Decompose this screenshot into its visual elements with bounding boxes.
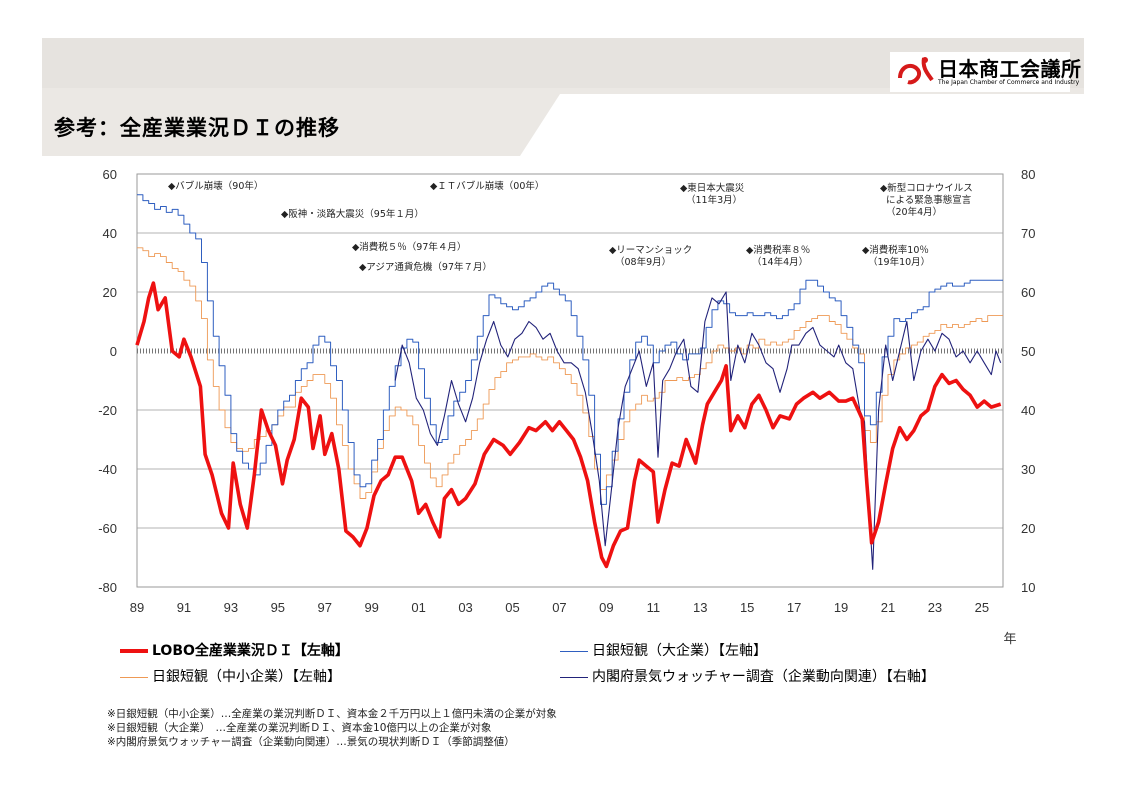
y-right-tick-label: 40 <box>1021 403 1035 418</box>
y-left-tick-label: -80 <box>98 580 117 595</box>
y-right-tick-label: 10 <box>1021 580 1035 595</box>
logo-subtitle: The Japan Chamber of Commerce and Indust… <box>938 79 1080 86</box>
event-annotation: ◆アジア通貨危機（97年７月） <box>359 261 492 273</box>
event-annotation: ◆リーマンショック（08年9月） <box>609 245 692 268</box>
x-tick-label: 19 <box>834 600 848 615</box>
event-annotation: ◆消費税率８％（14年4月） <box>746 244 810 268</box>
x-tick-label: 99 <box>364 600 378 615</box>
footnotes: ※日銀短観（中小企業）…全産業の業況判断ＤＩ、資本金２千万円以上１億円未満の企業… <box>107 707 557 749</box>
y-right-tick-label: 80 <box>1021 167 1035 182</box>
x-tick-label: 09 <box>599 600 613 615</box>
event-annotation: ◆消費税５％（97年４月） <box>352 241 466 253</box>
y-left-tick-label: -20 <box>98 403 117 418</box>
y-left-tick-label: 20 <box>103 285 117 300</box>
x-tick-label: 15 <box>740 600 754 615</box>
y-left-tick-label: 40 <box>103 226 117 241</box>
event-annotation: ◆消費税率10％（19年10月） <box>862 244 930 268</box>
logo: 日本商工会議所 The Japan Chamber of Commerce an… <box>890 52 1081 92</box>
header-band: 参考：全産業業況ＤＩの推移 日本商工会議所 The Japan Chamber … <box>42 38 1084 156</box>
event-annotation: ◆新型コロナウイルスによる緊急事態宣言（20年4月） <box>880 182 973 218</box>
logo-name: 日本商工会議所 <box>938 57 1082 81</box>
x-tick-label: 97 <box>318 600 332 615</box>
event-annotation: ◆ＩＴバブル崩壊（00年） <box>430 180 544 192</box>
x-tick-label: 01 <box>411 600 425 615</box>
x-tick-label: 25 <box>975 600 989 615</box>
x-tick-label: 91 <box>177 600 191 615</box>
series-line-tankan-large <box>137 194 1003 505</box>
y-right-tick-label: 30 <box>1021 462 1035 477</box>
y-right-tick-label: 50 <box>1021 344 1035 359</box>
y-right-tick-label: 60 <box>1021 285 1035 300</box>
y-right-tick-label: 70 <box>1021 226 1035 241</box>
y-left-tick-label: 0 <box>110 344 117 359</box>
page-title: 参考：全産業業況ＤＩの推移 <box>54 116 340 140</box>
x-tick-label: 23 <box>928 600 942 615</box>
x-tick-label: 05 <box>505 600 519 615</box>
y-left-tick-label: -60 <box>98 521 117 536</box>
event-annotation: ◆バブル崩壊（90年） <box>168 180 263 192</box>
jcci-logo-icon <box>898 57 934 85</box>
series-line-lobo <box>135 281 1002 569</box>
event-annotation: ◆阪神・淡路大震災（95年１月） <box>281 208 424 220</box>
footnote: ※日銀短観（中小企業）…全産業の業況判断ＤＩ、資本金２千万円以上１億円未満の企業… <box>107 708 557 720</box>
footnote: ※内閣府景気ウォッチャー調査（企業動向関連）…景気の現状判断ＤＩ（季節調整値） <box>107 736 515 748</box>
footnote: ※日銀短観（大企業） …全産業の業況判断ＤＩ、資本金10億円以上の企業が対象 <box>107 722 492 734</box>
x-tick-label: 93 <box>224 600 238 615</box>
x-tick-label: 21 <box>881 600 895 615</box>
y-right-tick-label: 20 <box>1021 521 1035 536</box>
x-tick-label: 11 <box>647 600 661 615</box>
x-tick-label: 89 <box>130 600 144 615</box>
y-left-tick-label: -40 <box>98 462 117 477</box>
x-axis-label: 年 <box>1003 632 1016 647</box>
plot-area <box>136 173 1004 588</box>
series-line-tankan-small <box>137 247 1003 499</box>
event-annotation: ◆東日本大震災（11年3月） <box>680 182 745 206</box>
y-left-tick-label: 60 <box>103 167 117 182</box>
x-tick-label: 07 <box>552 600 566 615</box>
x-tick-label: 13 <box>693 600 707 615</box>
x-tick-label: 03 <box>458 600 472 615</box>
header-background <box>42 38 1084 156</box>
series-line-watcher <box>394 291 1002 570</box>
x-tick-label: 17 <box>787 600 801 615</box>
x-tick-label: 95 <box>271 600 285 615</box>
